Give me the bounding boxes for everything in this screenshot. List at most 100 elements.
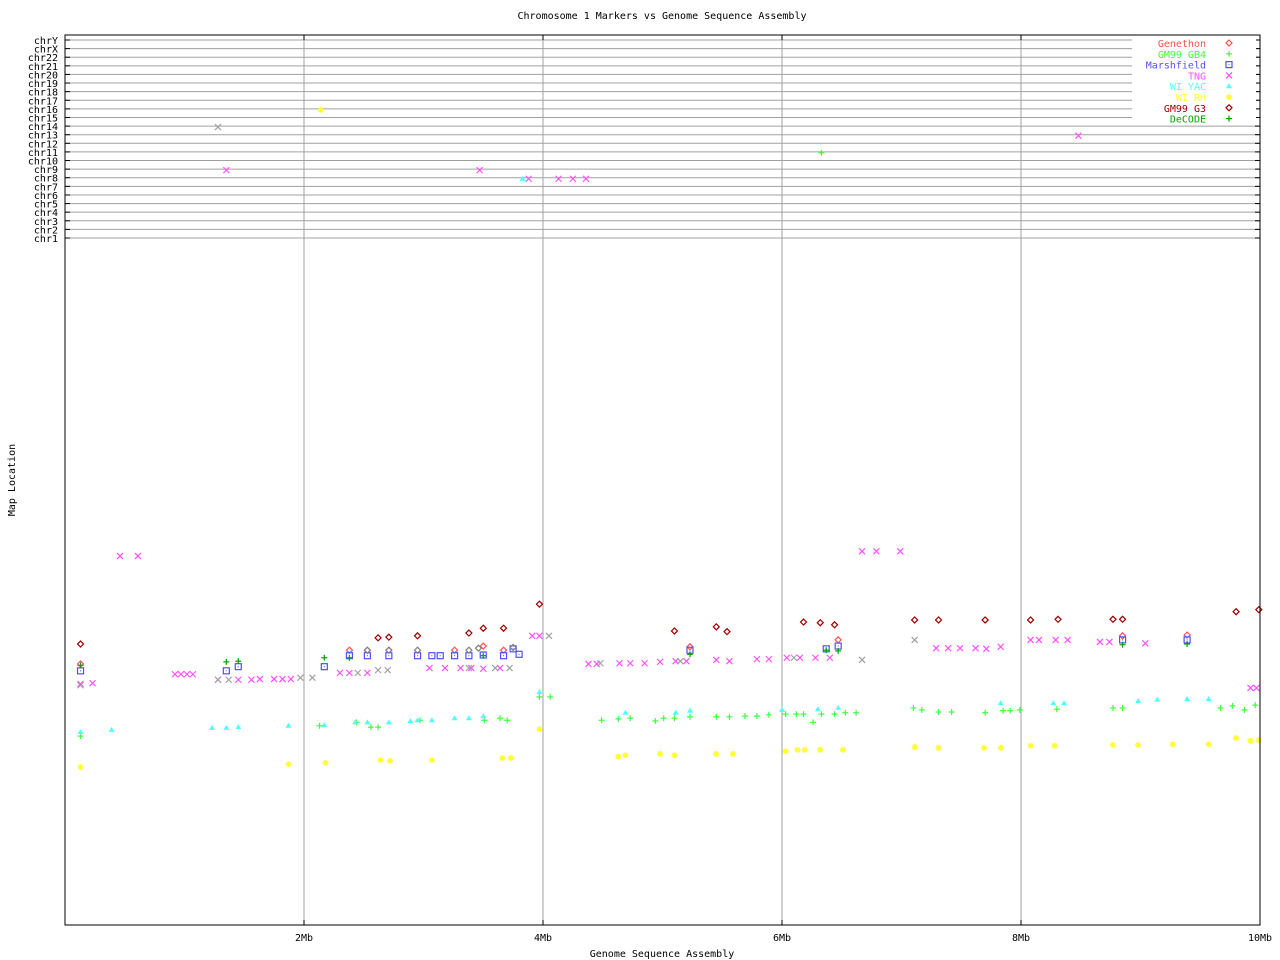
star-ray [429,757,435,763]
data-point [499,652,508,660]
data-point [413,631,422,640]
diamond-marker [981,616,989,624]
y-tick-label: chr5 [34,200,58,211]
data-point [835,704,842,710]
y-tick-label: chr19 [28,79,58,90]
data-point [1052,636,1060,644]
square-marker [436,652,444,660]
y-tick-label: chr20 [28,70,58,81]
data-point [363,669,371,677]
data-point [426,664,433,672]
data-point [980,744,987,751]
series-unlabeled-8 [77,123,919,689]
square-marker [428,652,436,660]
data-point [835,647,842,654]
x-b [956,644,964,652]
diamond-marker [479,624,488,633]
data-point [235,724,242,730]
diamond-marker [384,646,393,655]
data-point [944,644,952,652]
triangle-marker [451,715,458,721]
data-point [134,552,142,560]
legend-label: Genethon [1158,39,1206,50]
square-dot [431,655,433,657]
data-point [935,744,942,751]
data-point [670,627,679,635]
x-b [183,670,191,678]
star-ray [622,752,629,758]
off-chromosome-point [1074,132,1082,140]
diamond-marker [413,646,422,655]
x-b [1027,636,1034,644]
diamond-marker [1118,631,1127,640]
x-b [384,666,392,674]
data-point [753,713,760,720]
data-point [686,651,693,658]
data-point [467,664,475,672]
x-b [535,632,543,640]
star-ray [322,760,329,766]
triangle-marker [285,722,292,728]
x-b [944,644,952,652]
star-ray [615,754,621,760]
data-point [183,670,191,678]
data-point [932,644,940,652]
data-point [465,715,472,721]
diamond-marker [479,642,488,650]
star-ray [377,757,384,763]
data-point [428,757,435,764]
data-point [1118,631,1127,640]
chart-title: Chromosome 1 Markers vs Genome Sequence … [518,11,807,22]
x-b [296,674,304,682]
x-b [491,664,499,672]
data-point [352,719,359,725]
x-b [626,659,634,667]
triangle-marker [352,719,359,725]
data-point [677,657,684,665]
y-tick-label: chr10 [28,157,58,168]
data-point [982,709,989,716]
data-point [320,663,328,671]
data-point [77,763,84,770]
x-tick-label: 4Mb [534,933,552,944]
off-chromosome-point [525,175,533,183]
data-point [656,658,664,666]
x-b [753,655,761,663]
triangle-marker [235,724,242,730]
diamond-marker [1026,616,1035,624]
legend-label: GM99 GB4 [1158,50,1206,61]
x-b [584,660,592,668]
data-point [451,715,458,721]
data-point [1241,706,1248,713]
y-tick-label: chr12 [28,139,58,150]
star-ray [1135,742,1141,748]
axis-ticks: chrYchrXchr22chr21chr20chr19chr18chr17ch… [28,35,1272,944]
data-point [465,664,473,672]
legend-marker [1225,71,1233,79]
y-tick-label: chr16 [28,105,58,116]
square-dot [468,655,470,657]
square-dot [518,653,520,655]
star-ray [981,745,987,751]
data-point [507,755,514,762]
data-point [1110,704,1117,711]
data-point [1119,641,1126,648]
data-point [457,664,464,672]
data-point [1026,616,1035,624]
x-b [270,675,278,683]
data-point [1109,615,1117,624]
triangle-marker [428,717,435,723]
data-point [816,618,825,627]
data-point [504,717,511,724]
off-chromosome-point [317,106,324,113]
data-point [77,728,84,734]
star-ray [1233,735,1239,741]
series-marshfield [76,636,1191,675]
data-point [1217,704,1224,711]
data-point [428,652,436,660]
data-point [1106,638,1113,646]
plot-frame [64,34,1261,926]
data-point [374,666,382,674]
triangle-marker [208,724,215,730]
data-point [853,709,860,716]
